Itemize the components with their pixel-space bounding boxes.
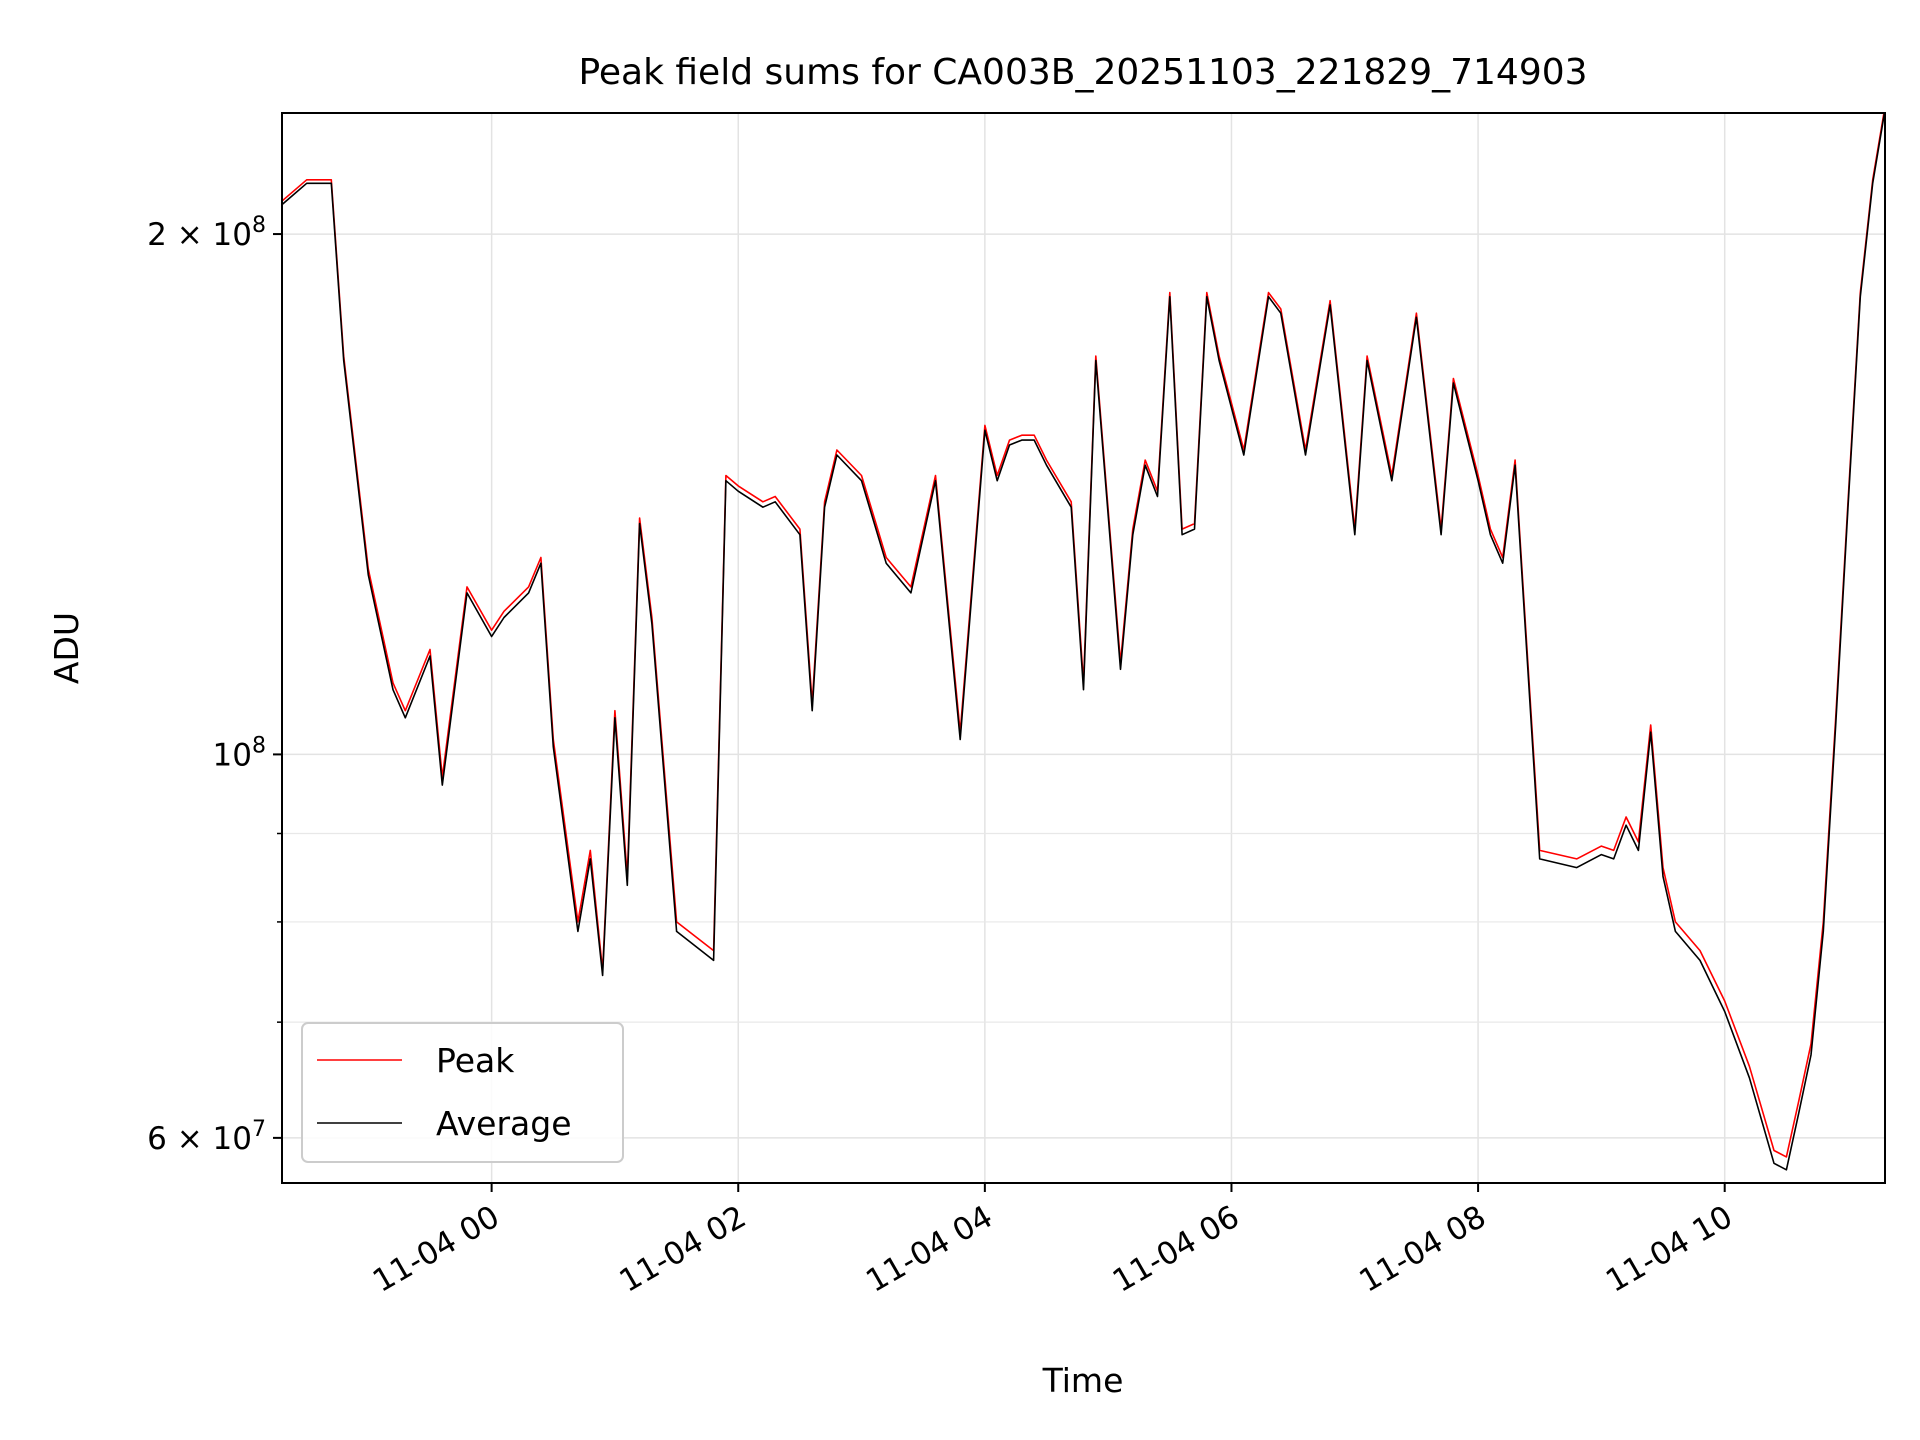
y-tick-label-2: 2 × 108 <box>147 213 266 253</box>
legend-label-average: Average <box>436 1104 572 1143</box>
series-layer <box>282 113 1885 1171</box>
grid <box>282 113 1885 1183</box>
legend: Peak Average <box>301 1022 624 1163</box>
y-tick-label-0: 6 × 107 <box>147 1117 266 1157</box>
legend-label-peak: Peak <box>436 1041 515 1080</box>
x-axis-label: Time <box>1042 1361 1124 1400</box>
y-axis-label: ADU <box>47 612 86 684</box>
chart-title: Peak field sums for CA003B_20251103_2218… <box>578 52 1587 93</box>
legend-box <box>301 1022 624 1163</box>
series-line-average <box>282 113 1885 1171</box>
plot-frame <box>281 112 1886 1184</box>
